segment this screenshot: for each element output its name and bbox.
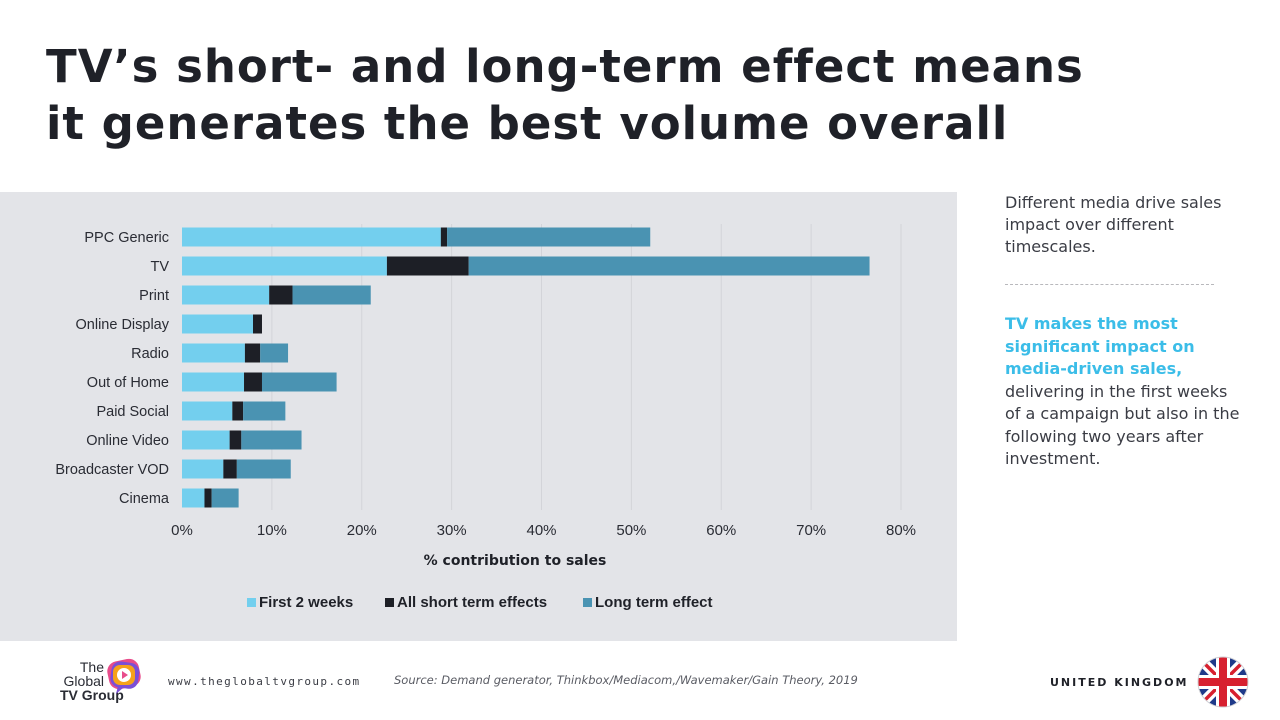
side-intro-text: Different media drive sales impact over …	[1005, 193, 1222, 256]
category-label-paid-social: Paid Social	[96, 404, 169, 420]
bar-print-short	[269, 285, 293, 305]
category-label-tv: TV	[150, 259, 169, 275]
logo-line-1: The	[79, 659, 104, 675]
category-label-ppc-generic: PPC Generic	[84, 230, 169, 246]
x-tick-label-80: 80%	[886, 522, 916, 539]
bar-print-first	[182, 285, 270, 305]
category-label-print: Print	[139, 288, 169, 304]
category-label-out-of-home: Out of Home	[87, 375, 169, 391]
legend-label-first: First 2 weeks	[259, 594, 353, 611]
bar-radio-long	[260, 343, 289, 363]
bar-out-of-home-long	[261, 372, 337, 392]
bar-paid-social-first	[182, 401, 233, 421]
x-tick-label-70: 70%	[796, 522, 826, 539]
bar-ppc-generic-first	[182, 227, 441, 247]
bar-radio-first	[182, 343, 245, 363]
bar-online-video-first	[182, 430, 230, 450]
legend-label-short: All short term effects	[397, 594, 547, 611]
x-tick-label-40: 40%	[526, 522, 556, 539]
bar-paid-social-long	[243, 401, 286, 421]
bar-tv-first	[182, 256, 387, 276]
x-tick-label-10: 10%	[257, 522, 287, 539]
logo-wordmark: The Global TV Group	[60, 659, 124, 703]
bar-online-display-short	[253, 314, 262, 334]
slide-title-line-1: TV’s short- and long-term effect means	[46, 40, 1084, 93]
legend-label-long: Long term effect	[595, 594, 713, 611]
side-divider	[1005, 284, 1214, 285]
bar-broadcaster-vod-short	[223, 459, 237, 479]
category-label-online-video: Online Video	[86, 433, 169, 449]
source-note: Source: Demand generator, Thinkbox/Media…	[394, 673, 858, 687]
legend-swatch-short	[385, 598, 394, 607]
category-label-radio: Radio	[131, 346, 169, 362]
bar-cinema-first	[182, 488, 205, 508]
bar-tv-short	[386, 256, 469, 276]
bar-print-long	[292, 285, 371, 305]
legend-swatch-first	[247, 598, 256, 607]
logo-play-icon	[107, 658, 141, 694]
bar-online-video-short	[229, 430, 242, 450]
bar-paid-social-short	[232, 401, 244, 421]
side-main-text: TV makes the most significant impact on …	[1005, 313, 1245, 471]
x-axis-title: % contribution to sales	[424, 553, 607, 569]
bar-broadcaster-vod-long	[236, 459, 291, 479]
x-tick-label-30: 30%	[437, 522, 467, 539]
bar-cinema-long	[211, 488, 239, 508]
bar-online-display-first	[182, 314, 254, 334]
x-tick-label-50: 50%	[616, 522, 646, 539]
category-label-cinema: Cinema	[119, 491, 170, 507]
x-tick-label-0: 0%	[171, 522, 193, 539]
logo-line-3: TV Group	[60, 687, 124, 703]
category-label-broadcaster-vod: Broadcaster VOD	[55, 462, 169, 478]
country-label: UNITED KINGDOM	[1050, 676, 1189, 689]
x-tick-label-20: 20%	[347, 522, 377, 539]
bar-online-video-long	[241, 430, 302, 450]
slide-title-line-2: it generates the best volume overall	[46, 97, 1009, 150]
x-tick-label-60: 60%	[706, 522, 736, 539]
bar-out-of-home-first	[182, 372, 245, 392]
bar-broadcaster-vod-first	[182, 459, 224, 479]
bar-tv-long	[468, 256, 870, 276]
bar-ppc-generic-short	[440, 227, 448, 247]
contribution-chart: PPC Generic TV Print Online Display Radio Out…	[55, 224, 916, 611]
category-label-online-display: Online Display	[76, 317, 170, 333]
side-body-text: delivering in the first weeks of a campa…	[1005, 381, 1240, 469]
side-highlight-text: TV makes the most significant impact on …	[1005, 314, 1195, 378]
uk-flag-icon	[1197, 656, 1249, 708]
legend-swatch-long	[583, 598, 592, 607]
slide-title: TV’s short- and long-term effect means i…	[46, 38, 1084, 152]
website-link[interactable]: www.theglobaltvgroup.com	[168, 675, 361, 688]
bar-radio-short	[244, 343, 261, 363]
bar-cinema-short	[204, 488, 212, 508]
bar-out-of-home-short	[244, 372, 262, 392]
bar-ppc-generic-long	[447, 227, 651, 247]
logo-line-2: Global	[63, 673, 104, 689]
